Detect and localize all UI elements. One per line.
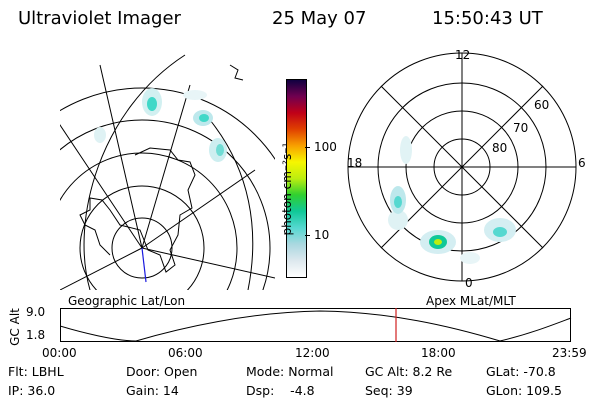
- coastline: [229, 64, 244, 81]
- mlt-label-bottom: 0: [465, 276, 473, 290]
- mlat-label: 70: [513, 121, 529, 135]
- dsp-info: Dsp: -4.8: [246, 383, 315, 398]
- latitude-ring: [111, 217, 173, 279]
- glon-info: GLon: 109.5: [486, 383, 562, 398]
- observation-time: 15:50:43 UT: [432, 8, 543, 29]
- colorbar: [286, 79, 307, 278]
- colorbar-tick: [305, 147, 310, 148]
- instrument-title: Ultraviolet Imager: [18, 8, 181, 29]
- observation-date: 25 May 07: [272, 8, 367, 29]
- coastline: [79, 147, 196, 273]
- altitude-xtick: 23:59: [552, 346, 587, 360]
- gain-info: Gain: 14: [126, 383, 179, 398]
- glat-info: GLat: -70.8: [486, 364, 556, 379]
- spacecraft-track: [141, 247, 147, 283]
- latitude-ring: [79, 185, 205, 290]
- altitude-curve: [60, 310, 572, 342]
- magnetic-caption: Apex MLat/MLT: [426, 294, 516, 308]
- latitude-ring: [60, 119, 271, 290]
- altitude-plot: [60, 308, 572, 342]
- colorbar-unit-label: photon cm⁻²s⁻¹: [280, 142, 294, 236]
- altitude-plot-frame: [60, 308, 571, 342]
- altitude-xtick: 06:00: [168, 346, 203, 360]
- geographic-map-panel: [60, 54, 275, 290]
- magnetic-polar-panel: [347, 52, 577, 282]
- door-info: Door: Open: [126, 364, 198, 379]
- filter-info: Flt: LBHL: [8, 364, 64, 379]
- mlt-label-right: 6: [578, 156, 586, 170]
- mlt-label-left: 18: [347, 156, 363, 170]
- latitude-ring: [60, 152, 238, 290]
- colorbar-tick-label: 10: [314, 228, 330, 242]
- gc-alt-info: GC Alt: 8.2 Re: [365, 364, 453, 379]
- altitude-xtick: 18:00: [421, 346, 456, 360]
- ip-info: IP: 36.0: [8, 383, 56, 398]
- altitude-xtick: 12:00: [295, 346, 330, 360]
- colorbar-tick: [305, 235, 310, 236]
- altitude-ytick: 9.0: [26, 305, 46, 319]
- colorbar-tick-label: 100: [314, 140, 337, 154]
- latitude-ring: [60, 87, 275, 161]
- mlat-label: 60: [534, 98, 550, 112]
- altitude-ylabel: GC Alt: [8, 308, 22, 346]
- seq-info: Seq: 39: [365, 383, 413, 398]
- mode-info: Mode: Normal: [246, 364, 334, 379]
- mlat-label: 80: [492, 141, 508, 155]
- geographic-caption: Geographic Lat/Lon: [68, 294, 186, 308]
- aurora-emission: [94, 88, 227, 162]
- aurora-oval: [388, 136, 516, 264]
- altitude-xtick: 00:00: [42, 346, 77, 360]
- altitude-ytick: 1.8: [26, 328, 46, 342]
- mlt-label-top: 12: [455, 48, 471, 62]
